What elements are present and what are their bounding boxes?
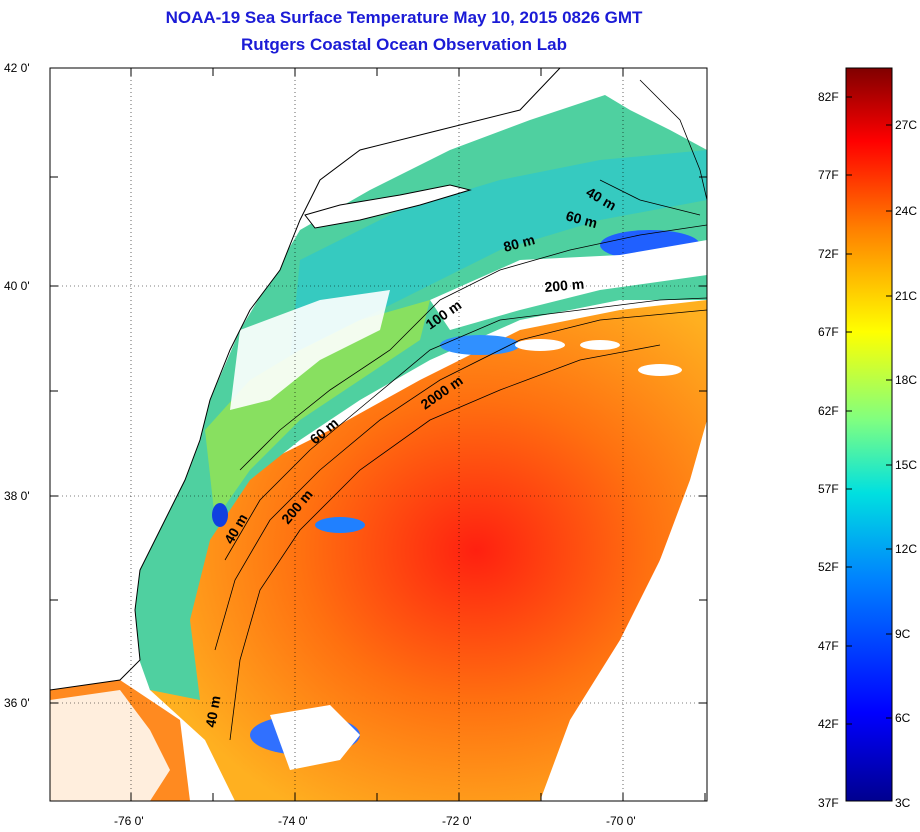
colorbar: [845, 67, 893, 802]
warm-water-region: [130, 300, 707, 801]
colorbar-f-label: 62F: [818, 404, 839, 418]
lat-label: 38 0': [4, 489, 30, 503]
lon-label: -72 0': [442, 814, 472, 828]
nearshore-green: [205, 300, 430, 520]
colorbar-f-label: 82F: [818, 90, 839, 104]
cloud-gap: [638, 364, 682, 376]
land-cape-hatteras: [50, 690, 170, 801]
colorbar-f-label: 57F: [818, 482, 839, 496]
map-subtitle: Rutgers Coastal Ocean Observation Lab: [241, 35, 567, 54]
colorbar-f-label: 72F: [818, 247, 839, 261]
cloud-gap: [580, 340, 620, 350]
cloud-gap: [230, 290, 390, 410]
colorbar-f-label: 37F: [818, 796, 839, 810]
colorbar-f-label: 67F: [818, 325, 839, 339]
land-long-island: [305, 185, 470, 228]
swath-edge: [560, 420, 707, 801]
colorbar-f-label: 77F: [818, 168, 839, 182]
lat-label: 36 0': [4, 696, 30, 710]
lat-label: 42 0': [4, 61, 30, 75]
lon-label: -74 0': [278, 814, 308, 828]
colorbar-c-label: 24C: [895, 204, 918, 218]
isobath-label: 200 m: [544, 276, 585, 295]
colorbar-c-label: 21C: [895, 289, 918, 303]
lon-label: -76 0': [114, 814, 144, 828]
isobath-line: [639, 79, 707, 201]
map-title: NOAA-19 Sea Surface Temperature May 10, …: [165, 8, 643, 27]
land-mainland: [50, 68, 560, 690]
isobath-label: 60 m: [564, 207, 599, 231]
isobath-line: [599, 179, 701, 216]
plot-frame: [49, 67, 708, 802]
colorbar-c-label: 27C: [895, 118, 918, 132]
lon-label: -70 0': [606, 814, 636, 828]
coastline: [50, 68, 561, 691]
colorbar-c-label: 15C: [895, 458, 918, 472]
colorbar-c-label: 9C: [895, 627, 911, 641]
colorbar-c-label: 18C: [895, 373, 918, 387]
cold-patch: [440, 335, 520, 355]
lat-label: 40 0': [4, 279, 30, 293]
cloud-gap: [430, 240, 707, 330]
cloud-gap: [270, 705, 360, 770]
colorbar-f-label: 42F: [818, 717, 839, 731]
colorbar-f-label: 47F: [818, 639, 839, 653]
cold-patch: [315, 517, 365, 533]
colorbar-c-label: 12C: [895, 542, 918, 556]
cloud-gap: [515, 339, 565, 351]
coastline: [304, 184, 472, 229]
colorbar-c-label: 3C: [895, 796, 911, 810]
isobath-line: [229, 344, 661, 741]
colorbar-c-label: 6C: [895, 711, 911, 725]
isobath-label: 80 m: [502, 231, 537, 255]
land-cape-cod: [600, 68, 707, 150]
cool-band: [290, 150, 707, 360]
isobath-line: [214, 309, 707, 651]
isobath-line: [224, 297, 707, 561]
cold-patch: [212, 503, 228, 527]
colorbar-f-label: 52F: [818, 560, 839, 574]
isobath-line: [239, 224, 707, 471]
